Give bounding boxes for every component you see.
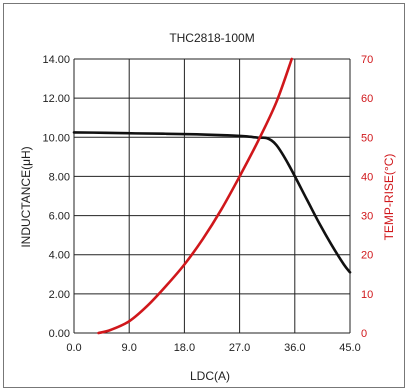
y-left-tick-label: 2.00	[49, 289, 70, 301]
y-axis-title-right: TEMP-RISE(°C)	[382, 154, 396, 241]
x-tick-label: 0.0	[66, 342, 81, 354]
y-left-tick-label: 0.00	[49, 328, 70, 340]
y-right-tick-label: 20	[361, 250, 373, 262]
x-tick-label: 18.0	[174, 342, 195, 354]
left-tick-labels: 0.00 2.00 4.00 6.00 8.00 10.00 12.00 14.00	[42, 54, 70, 340]
series-layer	[72, 57, 352, 335]
y-right-tick-label: 50	[361, 132, 373, 144]
y-right-tick-label: 70	[361, 54, 373, 66]
y-left-tick-label: 8.00	[49, 171, 70, 183]
y-right-tick-label: 40	[361, 171, 373, 183]
temp-rise-curve	[97, 57, 294, 335]
x-axis-title: LDC(A)	[190, 369, 230, 383]
x-tick-label: 45.0	[339, 342, 360, 354]
x-tick-label: 27.0	[229, 342, 250, 354]
grid	[73, 58, 351, 334]
chart-title: THC2818-100M	[169, 31, 254, 45]
x-tick-label: 9.0	[122, 342, 137, 354]
right-tick-labels: 0 10 20 30 40 50 60 70	[361, 54, 373, 340]
chart-frame	[3, 3, 405, 388]
y-left-tick-label: 6.00	[49, 211, 70, 223]
inductance-curve	[72, 131, 352, 274]
y-left-tick-label: 4.00	[49, 250, 70, 262]
y-right-tick-label: 0	[361, 328, 367, 340]
y-axis-title-left: INDUCTANCE(μH)	[19, 146, 33, 247]
y-right-tick-label: 60	[361, 93, 373, 105]
y-right-tick-label: 10	[361, 289, 373, 301]
x-tick-label: 36.0	[284, 342, 305, 354]
y-left-tick-label: 12.00	[42, 93, 70, 105]
y-right-tick-label: 30	[361, 211, 373, 223]
y-left-tick-label: 10.00	[42, 132, 70, 144]
x-tick-labels: 0.0 9.0 18.0 27.0 36.0 45.0	[66, 342, 360, 354]
y-left-tick-label: 14.00	[42, 54, 70, 66]
